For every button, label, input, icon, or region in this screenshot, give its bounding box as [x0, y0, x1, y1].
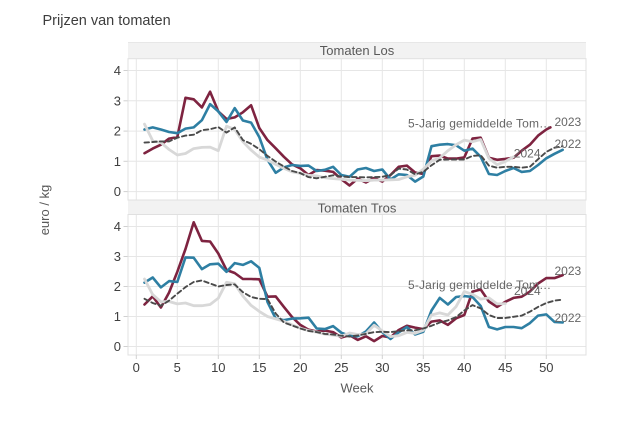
svg-text:10: 10 [211, 360, 225, 375]
svg-text:2024: 2024 [514, 284, 541, 298]
svg-text:25: 25 [334, 360, 348, 375]
svg-text:50: 50 [539, 360, 553, 375]
svg-text:35: 35 [416, 360, 430, 375]
svg-text:2023: 2023 [555, 115, 582, 129]
svg-text:Tomaten Los: Tomaten Los [320, 43, 395, 58]
svg-text:2023: 2023 [555, 264, 582, 278]
svg-text:Prijzen van tomaten: Prijzen van tomaten [43, 13, 171, 29]
svg-text:3: 3 [114, 249, 121, 264]
svg-text:2: 2 [114, 124, 121, 139]
svg-text:4: 4 [114, 63, 121, 78]
svg-text:5-Jarig gemiddelde Tom…: 5-Jarig gemiddelde Tom… [408, 116, 551, 130]
svg-text:3: 3 [114, 93, 121, 108]
svg-text:4: 4 [114, 219, 121, 234]
svg-text:45: 45 [498, 360, 512, 375]
svg-text:5: 5 [174, 360, 181, 375]
svg-text:euro / kg: euro / kg [37, 185, 52, 236]
svg-text:1: 1 [114, 154, 121, 169]
svg-text:0: 0 [114, 184, 121, 199]
svg-text:2022: 2022 [555, 137, 582, 151]
svg-text:2: 2 [114, 279, 121, 294]
svg-text:30: 30 [375, 360, 389, 375]
svg-text:Tomaten Tros: Tomaten Tros [318, 200, 397, 215]
svg-text:1: 1 [114, 309, 121, 324]
svg-text:0: 0 [114, 339, 121, 354]
svg-text:20: 20 [293, 360, 307, 375]
svg-text:5-Jarig gemiddelde Tom…: 5-Jarig gemiddelde Tom… [408, 278, 551, 292]
svg-text:40: 40 [457, 360, 471, 375]
svg-text:15: 15 [252, 360, 266, 375]
svg-text:Week: Week [341, 381, 374, 396]
svg-text:2024: 2024 [514, 147, 541, 161]
svg-text:2022: 2022 [555, 311, 582, 325]
svg-text:0: 0 [133, 360, 140, 375]
